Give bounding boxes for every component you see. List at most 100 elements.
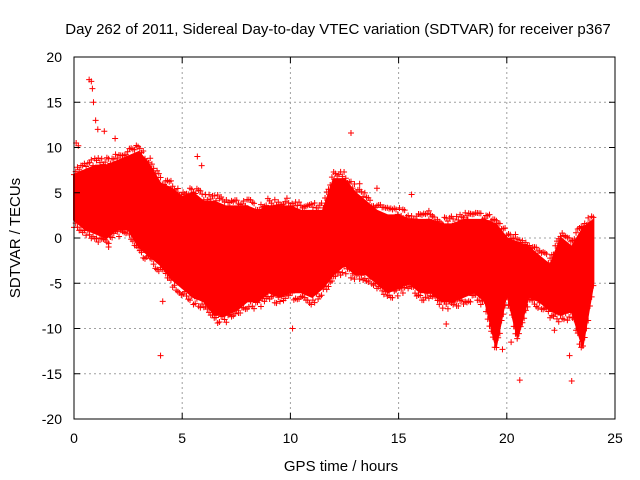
data-point [534,304,541,311]
data-point [417,292,424,299]
data-point [507,305,514,312]
data-point [424,290,431,297]
y-tick-label: 15 [46,94,62,110]
outlier-point [464,216,471,223]
data-point [311,200,318,207]
outlier-point [508,339,515,346]
data-point [552,311,559,318]
data-point [394,292,401,299]
data-point [257,303,264,310]
data-point [451,220,458,227]
data-point [296,199,303,206]
data-point [197,187,204,194]
data-point [403,281,410,288]
data-point [129,238,136,245]
outlier-point [568,377,575,384]
outlier-point [560,244,567,251]
data-point [510,323,517,330]
data-point [275,294,282,301]
data-point [122,151,129,158]
data-point [567,309,574,316]
data-point [367,197,374,204]
data-point [283,195,290,202]
data-point [467,298,474,305]
data-point [114,155,121,162]
data-point [579,343,586,350]
data-point [585,214,592,221]
data-point [318,292,325,299]
data-point [188,293,195,300]
data-point [360,193,367,200]
data-point [285,292,292,299]
data-point [571,236,578,243]
data-point [566,234,573,241]
data-point [181,288,188,295]
x-tick-label: 20 [499,430,515,446]
data-point [507,231,514,238]
x-tick-label: 5 [178,430,186,446]
data-point [586,303,593,310]
data-point [145,159,152,166]
data-point [261,298,268,305]
data-point [436,301,443,308]
data-point [232,310,239,317]
y-tick-label: -10 [42,321,62,337]
data-point [86,231,93,238]
data-point [346,266,353,273]
y-axis: -20 -15 -10 -5 0 5 10 15 20 [42,49,615,427]
data-point [521,315,528,322]
data-point [341,169,348,176]
data-point [150,165,157,172]
data-point [107,160,114,167]
data-band [71,142,597,351]
data-point [455,302,462,309]
data-point [263,202,270,209]
data-point [514,335,521,342]
data-point [282,198,289,205]
data-point [212,197,219,204]
data-point [193,295,200,302]
data-point [396,204,403,211]
data-point [98,155,105,162]
data-point [155,170,162,177]
data-point [339,173,346,180]
data-point [393,206,400,213]
data-point [325,186,332,193]
data-point [169,183,176,190]
data-point [245,303,252,310]
data-point [481,297,488,304]
data-point [444,305,451,312]
data-point [505,301,512,308]
data-point [502,225,509,232]
data-point [399,290,406,297]
data-point [519,237,526,244]
data-point [536,299,543,306]
data-point [508,311,515,318]
data-point [583,222,590,229]
data-point [328,277,335,284]
data-point [148,256,155,263]
data-point [393,287,400,294]
data-point [282,295,289,302]
x-axis-title: GPS time / hours [284,458,398,475]
data-point [277,298,284,305]
data-point [140,147,147,154]
outlier-point [198,162,205,169]
outlier-point [105,244,112,251]
data-point [547,255,554,262]
outlier-point [112,135,119,142]
data-point [512,231,519,238]
outlier-point [347,130,354,137]
data-point [192,190,199,197]
data-point [247,298,254,305]
data-point [581,334,588,341]
data-point [76,166,83,173]
data-point [199,301,206,308]
data-point [453,213,460,220]
data-point [496,220,503,227]
outlier-point [92,117,99,124]
data-point [204,305,211,312]
data-point [126,231,133,238]
data-point [270,202,277,209]
